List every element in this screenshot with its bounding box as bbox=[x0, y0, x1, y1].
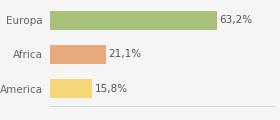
Bar bbox=[50, 11, 217, 30]
Text: 63,2%: 63,2% bbox=[220, 15, 253, 25]
Bar bbox=[50, 79, 92, 98]
Text: 21,1%: 21,1% bbox=[109, 49, 142, 59]
Text: 15,8%: 15,8% bbox=[95, 84, 128, 94]
Bar bbox=[50, 45, 106, 64]
